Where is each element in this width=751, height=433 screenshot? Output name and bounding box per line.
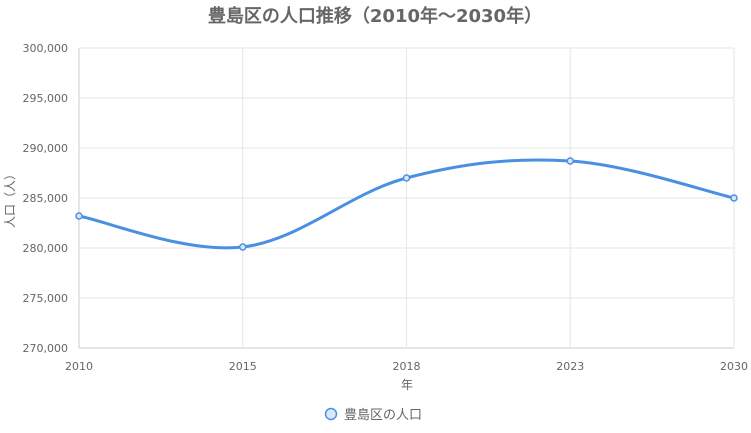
legend-label: 豊島区の人口 bbox=[344, 408, 422, 423]
y-axis-title: 人口（人） bbox=[3, 168, 17, 228]
y-tick-labels: 270,000 275,000 280,000 285,000 290,000 295,0… bbox=[23, 42, 69, 355]
y-tick-label: 300,000 bbox=[23, 42, 69, 55]
y-tick-label: 275,000 bbox=[23, 292, 69, 305]
data-point[interactable] bbox=[566, 157, 574, 165]
y-tick-label: 285,000 bbox=[23, 192, 69, 205]
y-tick-label: 295,000 bbox=[23, 92, 69, 105]
chart-title: 豊島区の人口推移（2010年〜2030年） bbox=[208, 5, 542, 27]
y-tick-label: 280,000 bbox=[23, 242, 69, 255]
data-point[interactable] bbox=[402, 174, 411, 182]
x-tick-label: 2010 bbox=[65, 360, 93, 373]
data-point[interactable] bbox=[75, 212, 83, 220]
legend[interactable]: 豊島区の人口 bbox=[324, 407, 423, 423]
x-tick-label: 2023 bbox=[556, 360, 584, 373]
x-tick-label: 2030 bbox=[720, 360, 748, 373]
data-point[interactable] bbox=[239, 243, 247, 251]
x-tick-label: 2015 bbox=[229, 360, 257, 373]
y-tick-label: 270,000 bbox=[23, 342, 69, 355]
x-axis-title: 年 bbox=[401, 378, 413, 392]
grid bbox=[78, 47, 735, 349]
x-tick-label: 2018 bbox=[393, 360, 421, 373]
x-tick-labels: 2010 2015 2018 2023 2030 bbox=[65, 360, 748, 373]
y-tick-label: 290,000 bbox=[23, 142, 69, 155]
series-group bbox=[75, 157, 738, 251]
data-point[interactable] bbox=[730, 194, 738, 202]
legend-marker bbox=[324, 407, 338, 421]
